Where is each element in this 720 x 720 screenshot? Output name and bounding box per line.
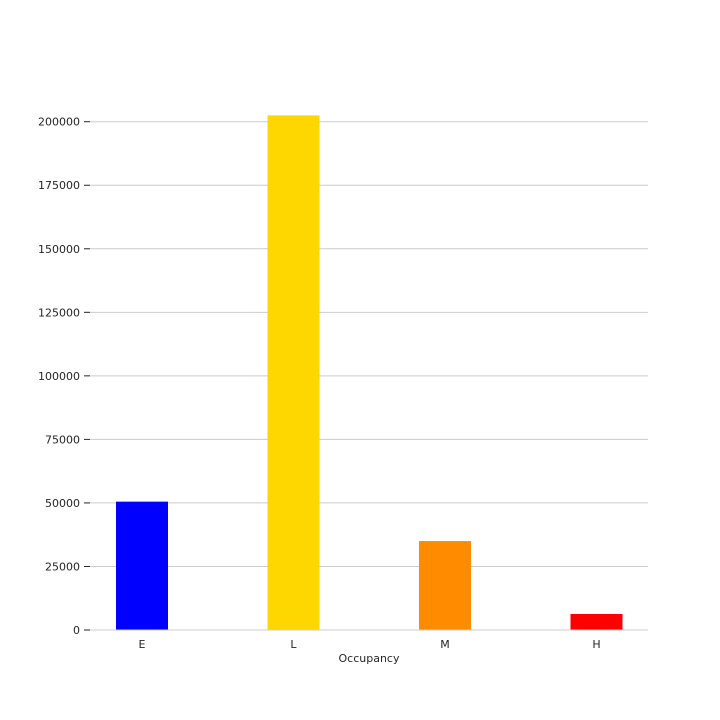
y-tick-label: 0 (73, 624, 80, 637)
x-tick-label: E (139, 638, 146, 651)
y-tick-label: 100000 (38, 370, 80, 383)
gridlines (90, 121, 648, 567)
y-axis-ticks: 0 25000 50000 75000 100000 125000 150000 175000… (38, 116, 90, 637)
x-tick-label: H (592, 638, 600, 651)
bar-m (419, 541, 471, 630)
y-tick-label: 75000 (45, 433, 80, 446)
x-tick-label: M (440, 638, 450, 651)
bar-e (116, 501, 168, 630)
bar-h (570, 613, 623, 630)
x-axis-label: Occupancy (339, 652, 400, 665)
bar-l (267, 115, 320, 631)
bars (116, 115, 623, 631)
y-tick-label: 150000 (38, 243, 80, 256)
y-tick-label: 200000 (38, 116, 80, 129)
y-tick-label: 175000 (38, 179, 80, 192)
y-tick-label: 125000 (38, 306, 80, 319)
y-tick-label: 50000 (45, 497, 80, 510)
x-tick-label: L (290, 638, 297, 651)
y-tick-label: 25000 (45, 560, 80, 573)
